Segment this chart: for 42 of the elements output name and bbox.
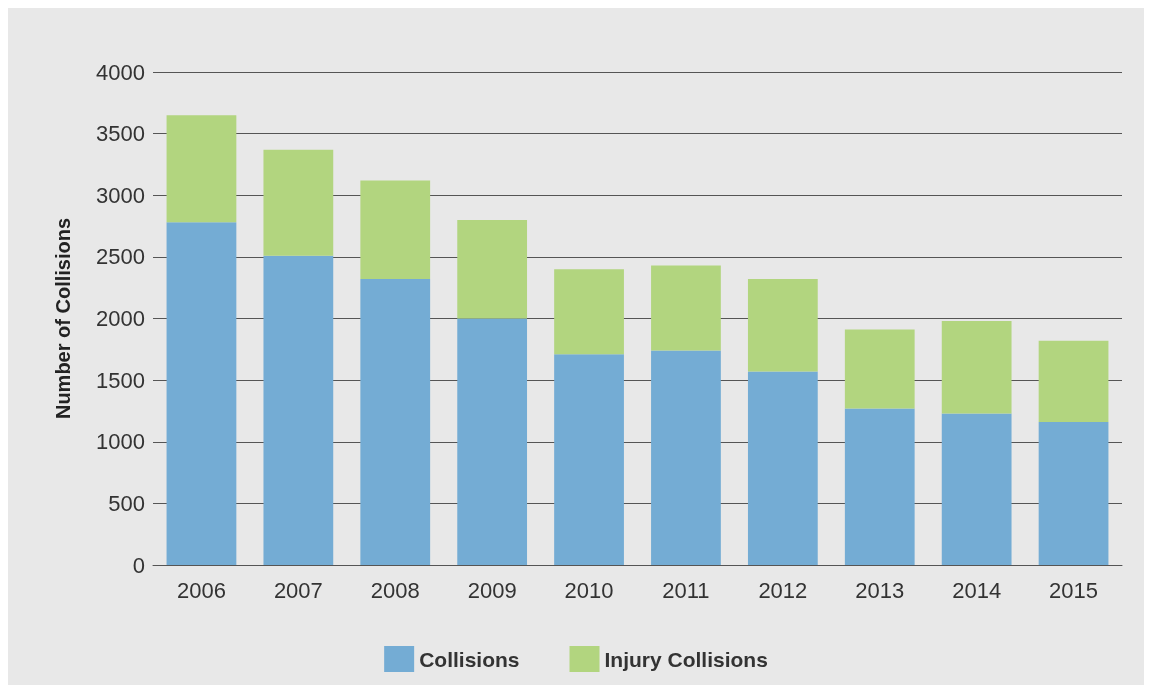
- bar: [844, 329, 915, 409]
- bar: [941, 320, 1012, 414]
- bar: [747, 279, 818, 372]
- bar: [844, 408, 915, 565]
- bar: [747, 371, 818, 565]
- y-tick-label: 2000: [96, 306, 145, 331]
- bar: [263, 255, 334, 565]
- bar: [1038, 422, 1109, 565]
- x-tick-label: 2013: [855, 577, 905, 603]
- bar: [554, 354, 624, 565]
- y-tick-label: 3500: [96, 121, 145, 147]
- x-tick-label: 2011: [662, 577, 710, 603]
- bar: [554, 269, 624, 355]
- y-tick-label: 0: [132, 552, 145, 578]
- bar: [360, 279, 431, 565]
- bar: [166, 115, 237, 223]
- legend-label: Injury Collisions: [604, 647, 768, 671]
- x-tick-label: 2012: [758, 577, 808, 603]
- bar: [457, 219, 528, 319]
- bar: [941, 413, 1012, 565]
- y-axis-title: Number of Collisions: [52, 217, 74, 420]
- x-tick-label: 2006: [176, 577, 226, 603]
- y-tick-label: 1500: [96, 367, 145, 393]
- bar: [651, 265, 721, 351]
- x-tick-label: 2008: [370, 577, 420, 603]
- x-tick-label: 2007: [273, 577, 323, 603]
- bar: [457, 318, 528, 565]
- bar: [166, 222, 237, 565]
- y-tick-label: 3000: [96, 182, 145, 208]
- bar: [263, 149, 334, 256]
- bar: [1038, 340, 1109, 423]
- y-tick-label: 500: [108, 490, 145, 516]
- y-tick-label: 2500: [96, 244, 145, 270]
- y-tick-label: 4000: [96, 59, 145, 85]
- x-tick-label: 2010: [564, 577, 614, 603]
- bar: [651, 350, 721, 565]
- bar: [360, 180, 431, 280]
- y-tick-label: 1000: [96, 429, 145, 455]
- legend-label: Collisions: [419, 647, 520, 671]
- x-tick-label: 2009: [467, 577, 517, 603]
- x-tick-label: 2015: [1049, 577, 1099, 603]
- x-tick-label: 2014: [952, 577, 1002, 603]
